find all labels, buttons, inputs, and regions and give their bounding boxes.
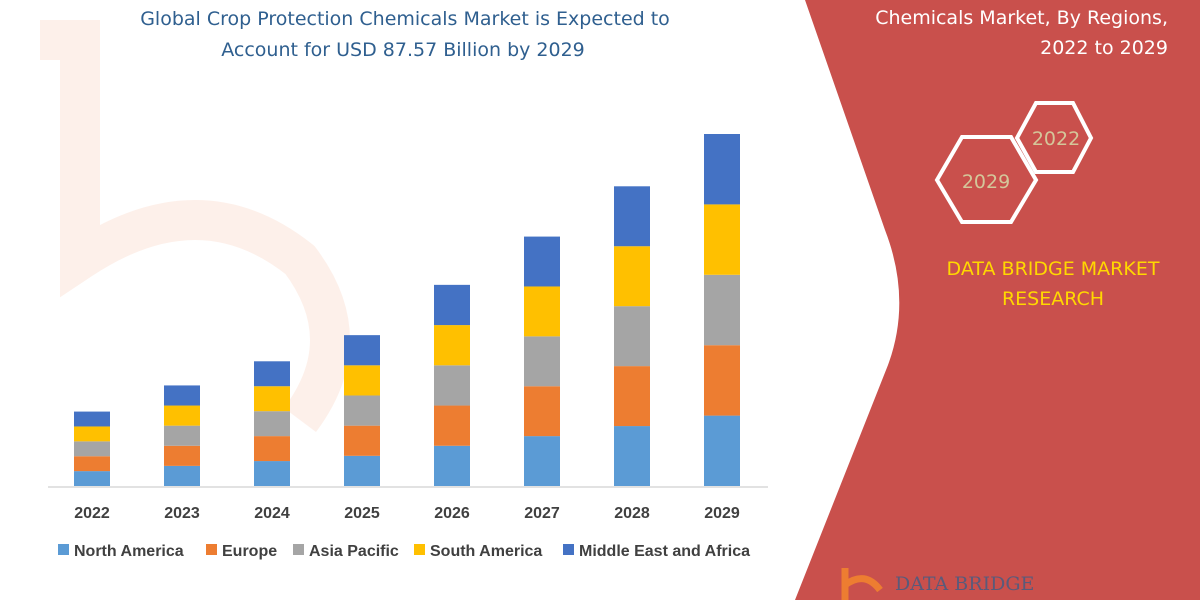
chart-title-line-2: Account for USD 87.57 Billion by 2029 <box>221 39 585 61</box>
bar-segment-2023-middle-east-and-africa <box>164 385 200 406</box>
hexagon-2029-label: 2029 <box>962 171 1010 193</box>
side-title-line-2: 2022 to 2029 <box>1040 37 1168 59</box>
legend-swatch <box>58 544 69 555</box>
hexagon-2022 <box>1014 101 1094 174</box>
hexagon-2029 <box>934 135 1039 224</box>
x-tick-label: 2026 <box>434 505 470 522</box>
bar-segment-2029-europe <box>704 345 740 416</box>
legend-swatch <box>414 544 425 555</box>
bar-segment-2026-south-america <box>434 325 470 366</box>
bar-segment-2027-middle-east-and-africa <box>524 236 560 287</box>
brand-text-line-1: DATA BRIDGE MARKET <box>947 258 1160 280</box>
bar-segment-2022-middle-east-and-africa <box>74 411 110 427</box>
legend-swatch <box>563 544 574 555</box>
legend: North America Europe Asia Pacific South Ame… <box>58 543 750 560</box>
bar-segment-2023-europe <box>164 445 200 466</box>
bar-segment-2026-north-america <box>434 445 470 486</box>
bar-segment-2022-europe <box>74 456 110 472</box>
bar-segment-2024-middle-east-and-africa <box>254 361 290 387</box>
bar-segment-2022-asia-pacific <box>74 441 110 457</box>
bar-segment-2029-south-america <box>704 204 740 275</box>
watermark <box>40 20 350 432</box>
bar-segment-2022-south-america <box>74 426 110 442</box>
bar-segment-2025-europe <box>344 425 380 456</box>
bar-segment-2028-north-america <box>614 426 650 486</box>
brand-logo: DATA BRIDGE <box>841 568 1034 600</box>
bar-segment-2023-south-america <box>164 405 200 426</box>
bar-segment-2026-europe <box>434 405 470 446</box>
x-tick-label: 2029 <box>704 505 740 522</box>
brand-logo-mark <box>841 568 883 600</box>
bar-segment-2029-middle-east-and-africa <box>704 134 740 205</box>
legend-label: Europe <box>222 543 277 560</box>
bar-segment-2025-middle-east-and-africa <box>344 335 380 366</box>
bar-segment-2024-europe <box>254 436 290 462</box>
legend-label: Asia Pacific <box>309 543 399 560</box>
x-tick-label: 2022 <box>74 505 110 522</box>
bars <box>74 134 740 486</box>
x-tick-label: 2025 <box>344 505 380 522</box>
bar-segment-2028-middle-east-and-africa <box>614 186 650 247</box>
legend-swatch <box>293 544 304 555</box>
bar-segment-2027-south-america <box>524 286 560 337</box>
bar-segment-2025-north-america <box>344 455 380 486</box>
bar-segment-2024-north-america <box>254 461 290 486</box>
watermark-logo <box>40 20 350 432</box>
bar-segment-2027-north-america <box>524 436 560 486</box>
bar-segment-2029-asia-pacific <box>704 274 740 346</box>
hexagon-2022-label: 2022 <box>1032 128 1080 150</box>
bar-segment-2022-north-america <box>74 471 110 486</box>
bar-segment-2029-north-america <box>704 415 740 486</box>
bar-segment-2025-south-america <box>344 365 380 396</box>
x-axis-ticks: 2022 2023 2024 2025 2026 2027 2028 2029 <box>74 505 740 522</box>
side-title-line-1: Chemicals Market, By Regions, <box>875 7 1168 29</box>
bar-segment-2026-asia-pacific <box>434 365 470 406</box>
legend-swatch <box>206 544 217 555</box>
red-side-panel <box>795 0 1200 600</box>
bar-segment-2023-north-america <box>164 465 200 486</box>
bar-segment-2028-south-america <box>614 246 650 307</box>
bar-segment-2028-asia-pacific <box>614 306 650 367</box>
legend-label: North America <box>74 543 184 560</box>
bar-segment-2024-asia-pacific <box>254 411 290 437</box>
bar-segment-2025-asia-pacific <box>344 395 380 426</box>
x-tick-label: 2023 <box>164 505 200 522</box>
chart-title-line-1: Global Crop Protection Chemicals Market … <box>140 8 670 30</box>
bar-segment-2023-asia-pacific <box>164 425 200 446</box>
brand-logo-text: DATA BRIDGE <box>895 573 1034 595</box>
bar-segment-2028-europe <box>614 366 650 427</box>
x-tick-label: 2024 <box>254 505 290 522</box>
x-tick-label: 2027 <box>524 505 560 522</box>
bar-segment-2024-south-america <box>254 386 290 412</box>
brand-text-line-2: RESEARCH <box>1002 288 1104 310</box>
bar-segment-2027-europe <box>524 386 560 437</box>
x-tick-label: 2028 <box>614 505 650 522</box>
bar-segment-2026-middle-east-and-africa <box>434 284 470 326</box>
bar-segment-2027-asia-pacific <box>524 336 560 387</box>
legend-label: Middle East and Africa <box>579 543 750 560</box>
legend-label: South America <box>430 543 542 560</box>
